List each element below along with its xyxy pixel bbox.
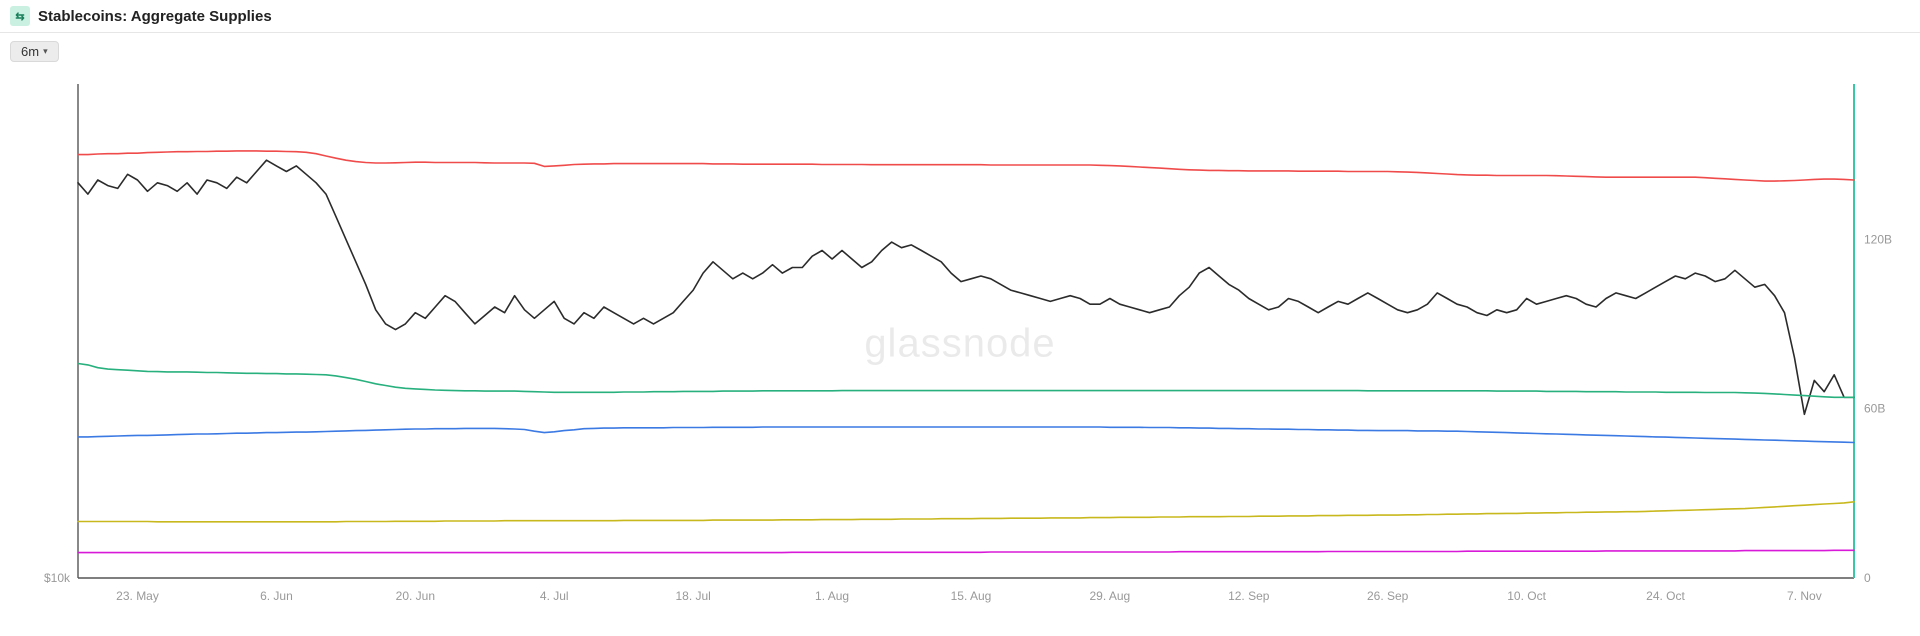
svg-text:4. Jul: 4. Jul	[540, 589, 569, 603]
svg-text:60B: 60B	[1864, 402, 1885, 416]
svg-text:10. Oct: 10. Oct	[1507, 589, 1546, 603]
svg-text:23. May: 23. May	[116, 589, 159, 603]
svg-text:0: 0	[1864, 571, 1871, 585]
svg-text:26. Sep: 26. Sep	[1367, 589, 1409, 603]
svg-text:15. Aug: 15. Aug	[951, 589, 992, 603]
chart-container: glassnode 060B120B$10k23. May6. Jun20. J…	[10, 64, 1910, 624]
title-bar: ⇆ Stablecoins: Aggregate Supplies	[0, 0, 1920, 33]
time-range-selector[interactable]: 6m ▾	[10, 41, 59, 62]
page-title: Stablecoins: Aggregate Supplies	[38, 8, 272, 25]
chart-config-icon: ⇆	[10, 6, 30, 26]
svg-text:12. Sep: 12. Sep	[1228, 589, 1270, 603]
svg-text:1. Aug: 1. Aug	[815, 589, 849, 603]
time-range-label: 6m	[21, 44, 39, 59]
svg-text:24. Oct: 24. Oct	[1646, 589, 1685, 603]
line-chart[interactable]: 0 60B 120B $10k 23. May 6. Jun 20. Jun 4. Jul 18…	[10, 64, 1910, 624]
svg-text:7. Nov: 7. Nov	[1787, 589, 1822, 603]
svg-text:29. Aug: 29. Aug	[1090, 589, 1131, 603]
svg-text:$10k: $10k	[44, 571, 71, 585]
svg-text:6. Jun: 6. Jun	[260, 589, 293, 603]
svg-text:120B: 120B	[1864, 232, 1892, 246]
controls-row: 6m ▾	[0, 33, 1920, 62]
chevron-down-icon: ▾	[43, 46, 48, 57]
svg-text:20. Jun: 20. Jun	[396, 589, 435, 603]
svg-text:18. Jul: 18. Jul	[675, 589, 710, 603]
